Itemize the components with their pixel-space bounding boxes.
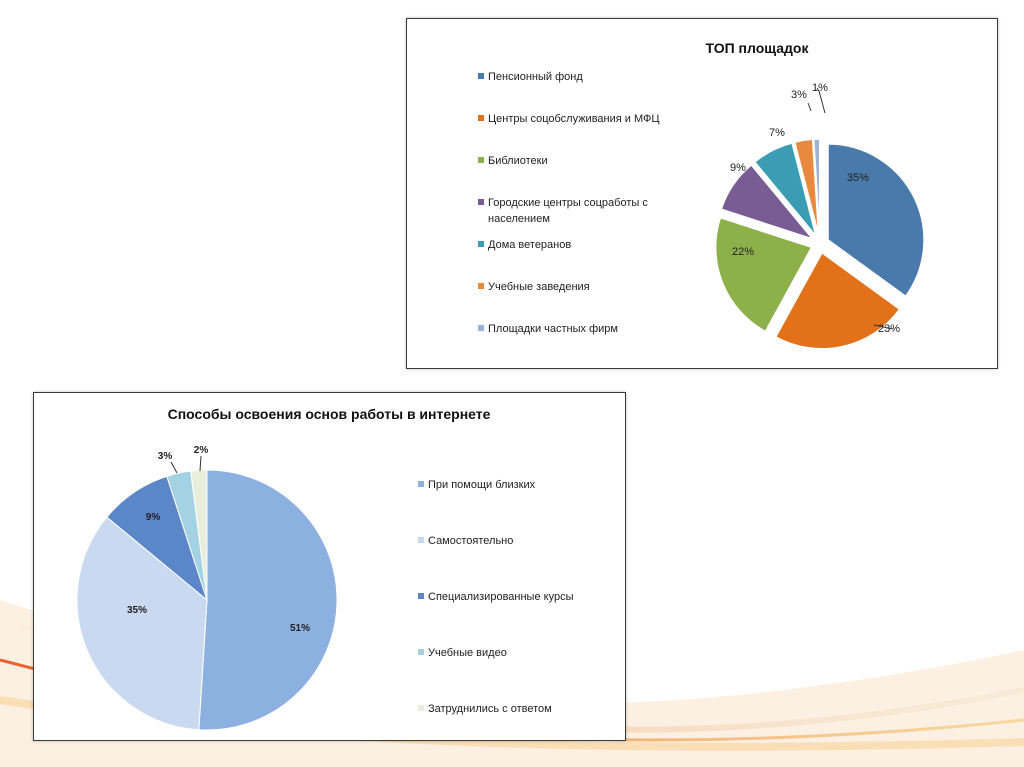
chart-top-venues: ТОП площадок 35% 23% 22% 9% 7% 3% 1% Пенсионный…: [478, 40, 925, 350]
data-label: 3%: [158, 451, 173, 462]
pie-slice-дома-ветеранов: [753, 142, 817, 237]
data-label: 3%: [791, 89, 807, 101]
legend-swatch: [418, 649, 424, 655]
leader-line: [807, 102, 812, 112]
legend-swatch: [478, 73, 484, 79]
data-label: 2%: [194, 445, 209, 456]
pie-slice-самостоятельно: [76, 516, 208, 731]
legend-label: Учебные видео: [428, 647, 507, 659]
data-label: 35%: [127, 605, 147, 616]
legend-label: Центры соцобслуживания и МФЦ: [488, 113, 660, 125]
pie-slice-городские-центры-соцработы-с-населением: [720, 163, 815, 241]
legend-label: Учебные заведения: [488, 281, 590, 293]
pie-slice-библиотеки: [714, 216, 813, 333]
data-label: 51%: [290, 623, 310, 634]
legend-label: Самостоятельно: [428, 535, 513, 547]
data-label: 23%: [878, 323, 900, 335]
legend-label: Затруднились с ответом: [428, 703, 552, 715]
data-label: 9%: [730, 162, 746, 174]
legend-swatch: [478, 115, 484, 121]
legend-swatch: [478, 199, 484, 205]
legend-swatch: [478, 325, 484, 331]
legend-swatch: [478, 283, 484, 289]
legend-label: Площадки частных фирм: [488, 323, 618, 335]
legend-swatch: [418, 705, 424, 711]
data-label: 22%: [732, 246, 754, 258]
legend-swatch: [478, 157, 484, 163]
leader-line: [199, 455, 202, 472]
legend-swatch: [478, 241, 484, 247]
data-label: 35%: [847, 172, 869, 184]
pie-slice-центры-соцобслуживания-и-мфц: [774, 251, 901, 350]
legend-label: населением: [488, 213, 550, 225]
legend-swatch: [418, 537, 424, 543]
legend-label: Пенсионный фонд: [488, 71, 583, 83]
legend-swatch: [418, 481, 424, 487]
pie-slice-при-помощи-близких: [198, 469, 338, 731]
legend-label: Специализированные курсы: [428, 591, 574, 603]
data-label: 9%: [146, 512, 161, 523]
legend-swatch: [418, 593, 424, 599]
data-label: 7%: [769, 127, 785, 139]
data-label: 1%: [812, 82, 828, 94]
pie-slice-затруднились-с-ответом: [190, 469, 208, 601]
pie-slice-учебные-заведения: [793, 138, 820, 236]
pie-slice-пенсионный-фонд: [827, 143, 925, 298]
legend-label: Библиотеки: [488, 155, 548, 167]
chart-internet-learning: Способы освоения основ работы в интернет…: [76, 406, 574, 731]
legend-label: Городские центры соцработы с: [488, 197, 648, 209]
leader-line: [170, 461, 178, 474]
chart-panel-top-venues: ТОП площадок 35% 23% 22% 9% 7% 3% 1% Пенсионный…: [406, 18, 998, 369]
leader-line: [816, 87, 826, 114]
legend-label: При помощи близких: [428, 479, 536, 491]
leader-line: [873, 324, 894, 330]
chart-panel-internet-learning: Способы освоения основ работы в интернет…: [33, 392, 626, 741]
legend-label: Дома ветеранов: [488, 239, 571, 251]
pie-slice-площадки-частных-фирм: [812, 138, 821, 236]
chart-title: Способы освоения основ работы в интернет…: [168, 406, 491, 422]
chart-title: ТОП площадок: [706, 40, 810, 56]
